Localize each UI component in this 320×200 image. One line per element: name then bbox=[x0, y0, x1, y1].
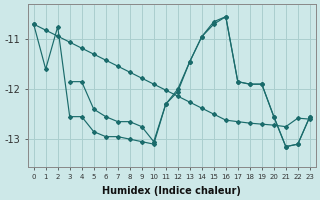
X-axis label: Humidex (Indice chaleur): Humidex (Indice chaleur) bbox=[102, 186, 241, 196]
